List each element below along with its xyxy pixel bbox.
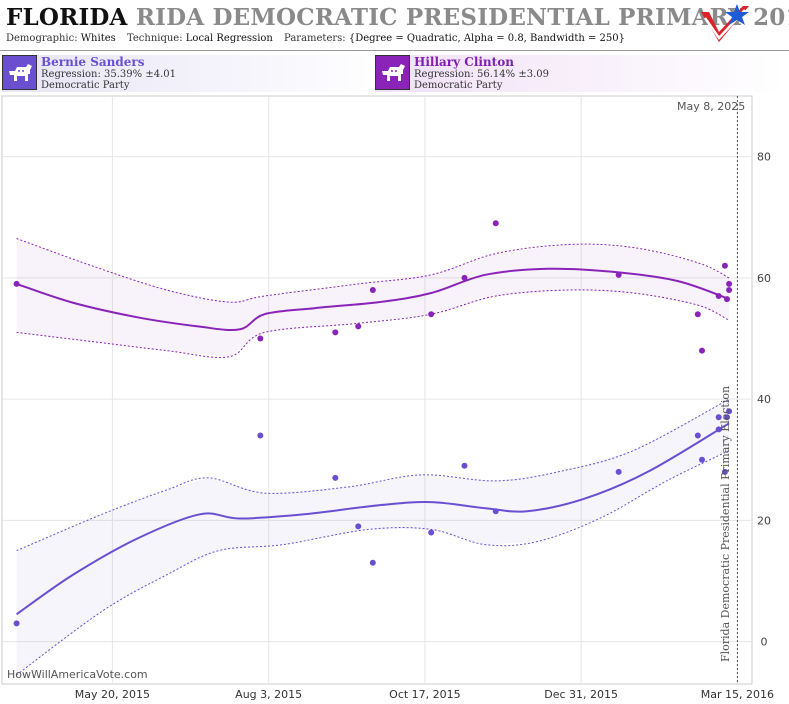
hillary-clinton-poll-point	[724, 296, 730, 303]
bernie-sanders-poll-point	[694, 432, 701, 439]
hillary-clinton-poll-point	[721, 262, 728, 269]
title-state: FLORIDA	[6, 4, 128, 31]
candidate-bernie: Bernie Sanders Regression: 35.39% ±4.01 …	[2, 55, 387, 92]
param-value: {Degree = Quadratic, Alpha = 0.8, Bandwi…	[348, 33, 625, 44]
hillary-clinton-poll-point	[726, 280, 733, 287]
param-key: Technique:	[126, 33, 183, 44]
hillary-clinton-poll-point	[428, 311, 435, 318]
x-tick-label: Mar 15, 2016	[701, 688, 774, 701]
bernie-sanders-poll-point	[492, 508, 499, 515]
chart-title: FLORIDA RIDA DEMOCRATIC PRESIDENTIAL PRI…	[6, 4, 789, 31]
hillary-clinton-poll-point	[13, 280, 20, 287]
bernie-sanders-poll-point	[461, 462, 468, 469]
x-tick-label: Aug 3, 2015	[235, 688, 302, 701]
donkey-icon	[375, 55, 410, 90]
hillary-clinton-poll-point	[492, 220, 499, 227]
bernie-sanders-poll-point	[715, 414, 722, 421]
hillary-clinton-poll-point	[355, 323, 362, 330]
current-date-label: May 8, 2025	[677, 100, 746, 113]
y-tick-label: 20	[757, 514, 771, 527]
hillary-clinton-upper-bound	[16, 238, 730, 303]
site-watermark: HowWillAmericaVote.com	[7, 668, 148, 681]
donkey-icon	[2, 55, 37, 90]
y-tick-label: 0	[761, 636, 768, 649]
candidate-hillary: Hillary Clinton Regression: 56.14% ±3.09…	[375, 55, 785, 92]
y-tick-label: 60	[757, 272, 771, 285]
bernie-sanders-regression-line	[16, 422, 730, 616]
candidate-name: Hillary Clinton	[414, 55, 514, 69]
candidate-regression: Regression: 56.14% ±3.09	[414, 69, 549, 80]
candidate-party: Democratic Party	[41, 80, 130, 91]
y-tick-label: 40	[757, 393, 771, 406]
param-value: Local Regression	[185, 33, 273, 44]
parameters-line: Demographic: Whites Technique: Local Reg…	[6, 33, 633, 44]
candidate-party: Democratic Party	[414, 80, 503, 91]
bernie-sanders-poll-point	[699, 456, 705, 463]
hillary-clinton-poll-point	[332, 329, 339, 336]
hillary-clinton-regression-line	[16, 267, 730, 332]
bernie-sanders-confidence-band	[16, 399, 730, 675]
candidate-regression: Regression: 35.39% ±4.01	[41, 69, 176, 80]
hillary-clinton-poll-point	[694, 311, 701, 318]
title-rest: RIDA DEMOCRATIC PRESIDENTIAL PRIMARY 201…	[135, 4, 789, 31]
plot-area	[1, 95, 753, 685]
x-tick-label: May 20, 2015	[75, 688, 150, 701]
param-key: Demographic:	[6, 33, 78, 44]
chart-header: FLORIDA RIDA DEMOCRATIC PRESIDENTIAL PRI…	[0, 0, 789, 50]
hillary-clinton-poll-point	[726, 286, 733, 293]
hillary-clinton-poll-point	[615, 271, 622, 278]
bernie-sanders-poll-point	[715, 426, 722, 433]
bernie-sanders-poll-point	[724, 414, 730, 421]
bernie-sanders-poll-point	[369, 559, 376, 566]
star-check-logo-icon	[701, 4, 749, 42]
bernie-sanders-poll-point	[355, 523, 362, 530]
hillary-clinton-poll-point	[461, 274, 468, 281]
param-key: Parameters:	[284, 33, 346, 44]
election-label: Florida Democratic Presidential Primary …	[719, 385, 732, 662]
bernie-sanders-upper-bound	[16, 398, 730, 552]
x-tick-label: Oct 17, 2015	[389, 688, 461, 701]
hillary-clinton-poll-point	[715, 293, 722, 300]
candidate-name: Bernie Sanders	[41, 55, 145, 69]
hillary-clinton-poll-point	[699, 347, 705, 354]
hillary-clinton-poll-point	[369, 286, 376, 293]
bernie-sanders-poll-point	[257, 432, 264, 439]
header-divider	[0, 50, 789, 51]
x-tick-label: Dec 31, 2015	[544, 688, 618, 701]
bernie-sanders-poll-point	[13, 620, 20, 627]
y-tick-label: 80	[757, 151, 771, 164]
bernie-sanders-poll-point	[721, 468, 728, 475]
bernie-sanders-poll-point	[726, 408, 733, 415]
hillary-clinton-lower-bound	[16, 289, 730, 358]
bernie-sanders-poll-point	[615, 468, 622, 475]
hillary-clinton-poll-point	[257, 335, 264, 342]
param-value: Whites	[80, 33, 116, 44]
bernie-sanders-poll-point	[332, 474, 339, 481]
bernie-sanders-poll-point	[428, 529, 435, 536]
